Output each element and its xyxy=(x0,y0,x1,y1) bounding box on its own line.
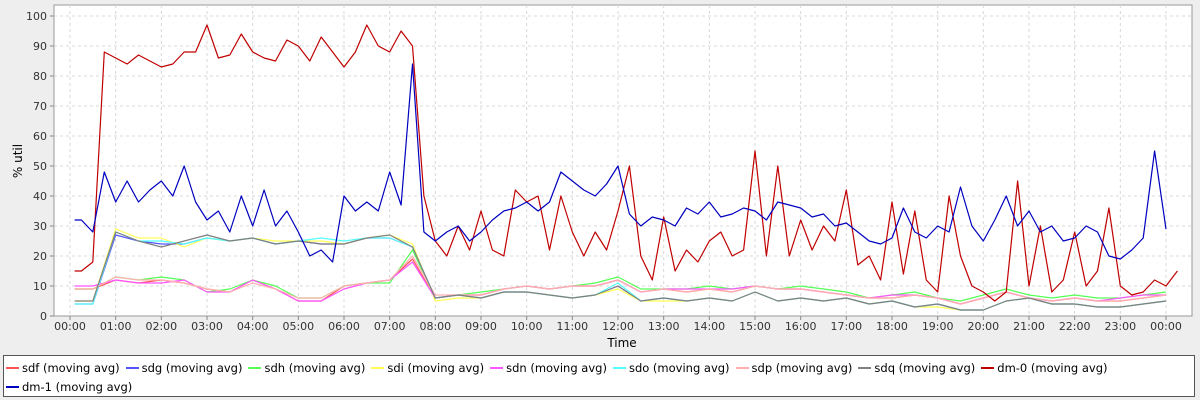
legend-label: sdg (moving avg) xyxy=(141,360,243,375)
x-tick-label: 06:00 xyxy=(328,320,360,333)
x-tick-label: 14:00 xyxy=(693,320,725,333)
series-line-sdq xyxy=(74,231,1167,311)
legend-swatch xyxy=(6,366,19,369)
legend-swatch xyxy=(735,366,749,369)
y-tick-label: 30 xyxy=(33,220,47,233)
x-tick-label: 00:00 xyxy=(1150,320,1182,333)
x-tick-label: 16:00 xyxy=(785,320,817,333)
legend: sdf (moving avg) sdg (moving avg) sdh (mov… xyxy=(3,355,1195,397)
legend-label: sdo (moving avg) xyxy=(628,360,730,375)
y-tick-label: 100 xyxy=(26,10,47,23)
x-tick-label: 17:00 xyxy=(830,320,862,333)
legend-item-sdh: sdh (moving avg) xyxy=(248,358,365,377)
x-tick-label: 05:00 xyxy=(282,320,314,333)
x-axis: 00:00 01:00 02:00 03:00 04:00 05:00 06:00 07:00… xyxy=(54,316,1182,333)
x-tick-label: 19:00 xyxy=(922,320,954,333)
legend-item-dm-0: dm-0 (moving avg) xyxy=(981,358,1108,377)
x-tick-label: 12:00 xyxy=(602,320,634,333)
legend-label: dm-1 (moving avg) xyxy=(22,379,133,394)
series-line-dm-1 xyxy=(74,63,1167,263)
x-tick-label: 03:00 xyxy=(191,320,223,333)
legend-label: sdh (moving avg) xyxy=(264,360,366,375)
plot-background xyxy=(53,4,1193,317)
gridlines xyxy=(54,5,1192,316)
legend-swatch xyxy=(248,366,262,369)
x-axis-title: Time xyxy=(606,336,636,350)
y-axis-title: % util xyxy=(11,144,25,178)
x-tick-label: 20:00 xyxy=(967,320,999,333)
legend-item-dm-1: dm-1 (moving avg) xyxy=(6,377,132,396)
y-tick-label: 70 xyxy=(33,100,47,113)
chart-area: 0 10 20 30 40 50 60 70 80 90 100 00:00 01:00 02:00 03… xyxy=(11,4,1193,350)
legend-label: sdn (moving avg) xyxy=(506,360,607,375)
legend-swatch xyxy=(858,366,872,369)
series-lines xyxy=(74,24,1178,311)
x-tick-label: 18:00 xyxy=(876,320,908,333)
x-tick-label: 01:00 xyxy=(100,320,132,333)
x-tick-label: 13:00 xyxy=(648,320,680,333)
x-tick-label: 07:00 xyxy=(374,320,406,333)
legend-swatch xyxy=(490,366,504,369)
legend-item-sdq: sdq (moving avg) xyxy=(858,358,975,377)
x-tick-label: 10:00 xyxy=(511,320,543,333)
x-tick-label: 11:00 xyxy=(556,320,588,333)
y-tick-label: 0 xyxy=(40,310,47,323)
x-tick-label: 02:00 xyxy=(145,320,177,333)
y-axis: 0 10 20 30 40 50 60 70 80 90 100 xyxy=(26,10,54,323)
x-tick-label: 21:00 xyxy=(1013,320,1045,333)
legend-item-sdg: sdg (moving avg) xyxy=(125,358,243,377)
x-tick-label: 15:00 xyxy=(739,320,771,333)
legend-label: sdf (moving avg) xyxy=(22,360,120,375)
legend-label: sdp (moving avg) xyxy=(751,360,853,375)
legend-swatch xyxy=(6,385,19,388)
legend-swatch xyxy=(981,366,995,369)
x-tick-label: 23:00 xyxy=(1104,320,1136,333)
legend-label: sdq (moving avg) xyxy=(874,360,976,375)
y-tick-label: 50 xyxy=(33,160,47,173)
y-tick-label: 40 xyxy=(33,190,47,203)
x-tick-label: 00:00 xyxy=(54,320,86,333)
y-tick-label: 10 xyxy=(33,280,47,293)
legend-label: dm-0 (moving avg) xyxy=(997,360,1108,375)
legend-item-sdn: sdn (moving avg) xyxy=(490,358,607,377)
x-tick-label: 04:00 xyxy=(237,320,269,333)
series-line-sdp xyxy=(74,255,1167,305)
legend-item-sdi: sdi (moving avg) xyxy=(371,358,484,377)
legend-swatch xyxy=(612,366,626,369)
y-tick-label: 90 xyxy=(33,40,47,53)
legend-swatch xyxy=(125,366,139,369)
legend-item-sdf: sdf (moving avg) xyxy=(6,358,120,377)
legend-item-sdp: sdp (moving avg) xyxy=(735,358,853,377)
y-tick-label: 80 xyxy=(33,70,47,83)
x-tick-label: 22:00 xyxy=(1059,320,1091,333)
y-tick-label: 60 xyxy=(33,130,47,143)
x-tick-label: 09:00 xyxy=(465,320,497,333)
legend-swatch xyxy=(371,366,385,369)
legend-label: sdi (moving avg) xyxy=(387,360,485,375)
y-tick-label: 20 xyxy=(33,250,47,263)
x-tick-label: 08:00 xyxy=(419,320,451,333)
legend-item-sdo: sdo (moving avg) xyxy=(612,358,730,377)
